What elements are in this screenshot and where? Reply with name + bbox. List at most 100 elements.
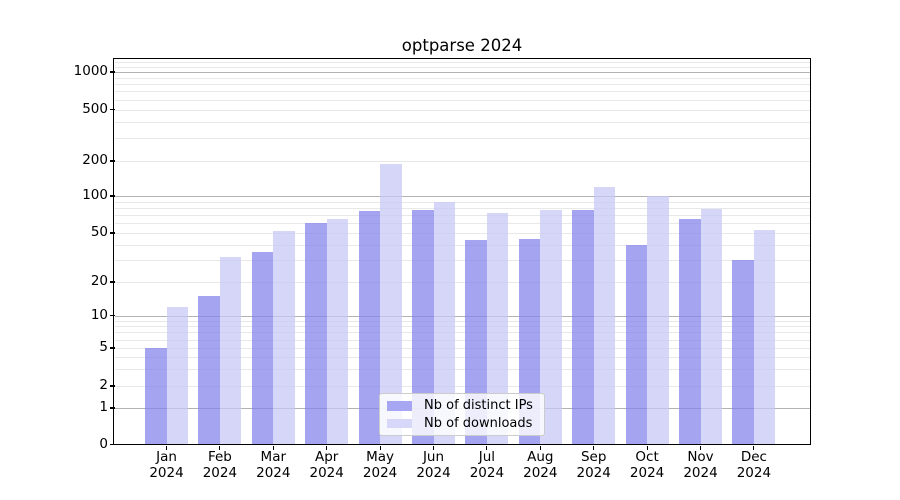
- gridline-minor: [114, 244, 810, 246]
- gridline-minor: [114, 62, 810, 64]
- bar-downloads: [647, 196, 669, 445]
- gridline-minor: [114, 339, 810, 341]
- gridline-minor: [114, 369, 810, 371]
- x-tick-label: Aug 2024: [523, 449, 558, 481]
- gridline-minor: [114, 91, 810, 93]
- y-tick-mark: [110, 407, 115, 409]
- gridline-minor: [114, 84, 810, 86]
- y-tick-label: 100: [82, 187, 108, 203]
- y-tick-mark: [110, 347, 115, 349]
- legend-row-distinct-ips: Nb of distinct IPs: [387, 397, 537, 415]
- gridline-minor: [114, 109, 810, 111]
- bar-downloads: [433, 201, 455, 445]
- bar-downloads: [753, 229, 776, 445]
- gridline-minor: [114, 233, 810, 234]
- bar-distinct-ips: [358, 211, 381, 445]
- bar-downloads: [166, 306, 188, 445]
- y-tick-mark: [110, 160, 115, 162]
- bar-downloads: [593, 186, 616, 445]
- gridline-minor: [114, 348, 810, 349]
- legend: Nb of distinct IPs Nb of downloads: [379, 393, 545, 436]
- legend-swatch-distinct-ips-icon: [387, 401, 412, 411]
- gridline-minor: [114, 77, 810, 79]
- gridline-minor: [114, 215, 810, 217]
- gridline-minor: [114, 201, 810, 203]
- gridline-minor: [114, 161, 810, 162]
- x-tick-mark: [219, 445, 221, 450]
- plot-area: [114, 60, 810, 445]
- x-tick-label: Dec 2024: [736, 449, 772, 481]
- chart-title: optparse 2024: [401, 36, 523, 55]
- x-tick-label: Oct 2024: [629, 449, 665, 481]
- y-tick-mark: [110, 385, 115, 387]
- x-tick-mark: [593, 445, 595, 450]
- y-tick-label: 0: [99, 435, 108, 452]
- gridline-minor: [114, 357, 810, 359]
- bar-downloads: [380, 163, 402, 445]
- x-tick-mark: [539, 445, 541, 450]
- bar-downloads: [219, 256, 242, 445]
- y-tick-mark: [110, 315, 115, 317]
- bar-downloads: [540, 209, 562, 445]
- gridline-minor: [114, 260, 810, 262]
- y-tick-mark: [110, 195, 115, 197]
- x-tick-mark: [486, 445, 488, 450]
- x-tick-label: Jun 2024: [416, 449, 451, 481]
- gridline-minor: [114, 282, 810, 283]
- x-tick-label: Apr 2024: [309, 449, 344, 481]
- y-tick-label: 20: [90, 273, 108, 289]
- y-tick-label: 500: [82, 100, 108, 117]
- bar-distinct-ips: [145, 348, 167, 445]
- bar-distinct-ips: [625, 244, 648, 445]
- y-tick-mark: [110, 108, 115, 111]
- x-tick-label: Sep 2024: [576, 449, 611, 481]
- gridline-minor: [114, 326, 810, 328]
- bar-distinct-ips: [572, 209, 594, 445]
- x-tick-mark: [646, 445, 648, 450]
- y-tick-mark: [110, 232, 115, 234]
- x-tick-label: Nov 2024: [683, 449, 718, 481]
- y-tick-label: 5: [99, 339, 108, 355]
- bar-downloads: [700, 209, 722, 445]
- gridline-minor: [114, 138, 810, 140]
- y-tick-label: 200: [82, 152, 108, 168]
- bar-distinct-ips: [732, 260, 754, 445]
- bar-distinct-ips: [305, 223, 327, 445]
- x-tick-mark: [699, 445, 702, 450]
- x-tick-label: Jul 2024: [469, 449, 505, 481]
- bar-downloads: [326, 218, 349, 445]
- legend-row-downloads: Nb of downloads: [387, 415, 537, 433]
- gridline-minor: [114, 223, 810, 225]
- gridline-minor: [114, 66, 810, 68]
- x-tick-mark: [432, 445, 435, 450]
- x-tick-mark: [753, 445, 755, 450]
- gridline-major: [114, 196, 810, 197]
- y-tick-mark: [110, 443, 115, 446]
- gridline-minor: [114, 99, 810, 101]
- gridline-minor: [114, 122, 810, 124]
- y-tick-label: 1: [99, 399, 108, 415]
- gridline-minor: [114, 320, 810, 322]
- y-tick-label: 1000: [73, 63, 108, 79]
- legend-label-distinct-ips: Nb of distinct IPs: [424, 398, 533, 414]
- gridline-minor: [114, 207, 810, 209]
- legend-label-downloads: Nb of downloads: [424, 415, 533, 431]
- x-tick-label: Jan 2024: [149, 449, 184, 481]
- bar-distinct-ips: [412, 209, 434, 445]
- x-tick-mark: [379, 445, 381, 450]
- y-tick-label: 50: [90, 224, 108, 240]
- legend-swatch-downloads-icon: [387, 418, 412, 428]
- bar-downloads: [486, 212, 509, 445]
- gridline-major: [114, 315, 810, 317]
- gridline-minor: [114, 386, 810, 387]
- x-tick-mark: [165, 445, 168, 450]
- bar-distinct-ips: [679, 218, 701, 445]
- gridline-minor: [114, 332, 810, 334]
- bar-distinct-ips: [251, 252, 274, 445]
- x-tick-mark: [272, 445, 274, 450]
- bar-downloads: [273, 230, 295, 445]
- x-tick-mark: [326, 445, 328, 450]
- y-tick-label: 10: [90, 306, 108, 323]
- gridline-major: [114, 72, 810, 73]
